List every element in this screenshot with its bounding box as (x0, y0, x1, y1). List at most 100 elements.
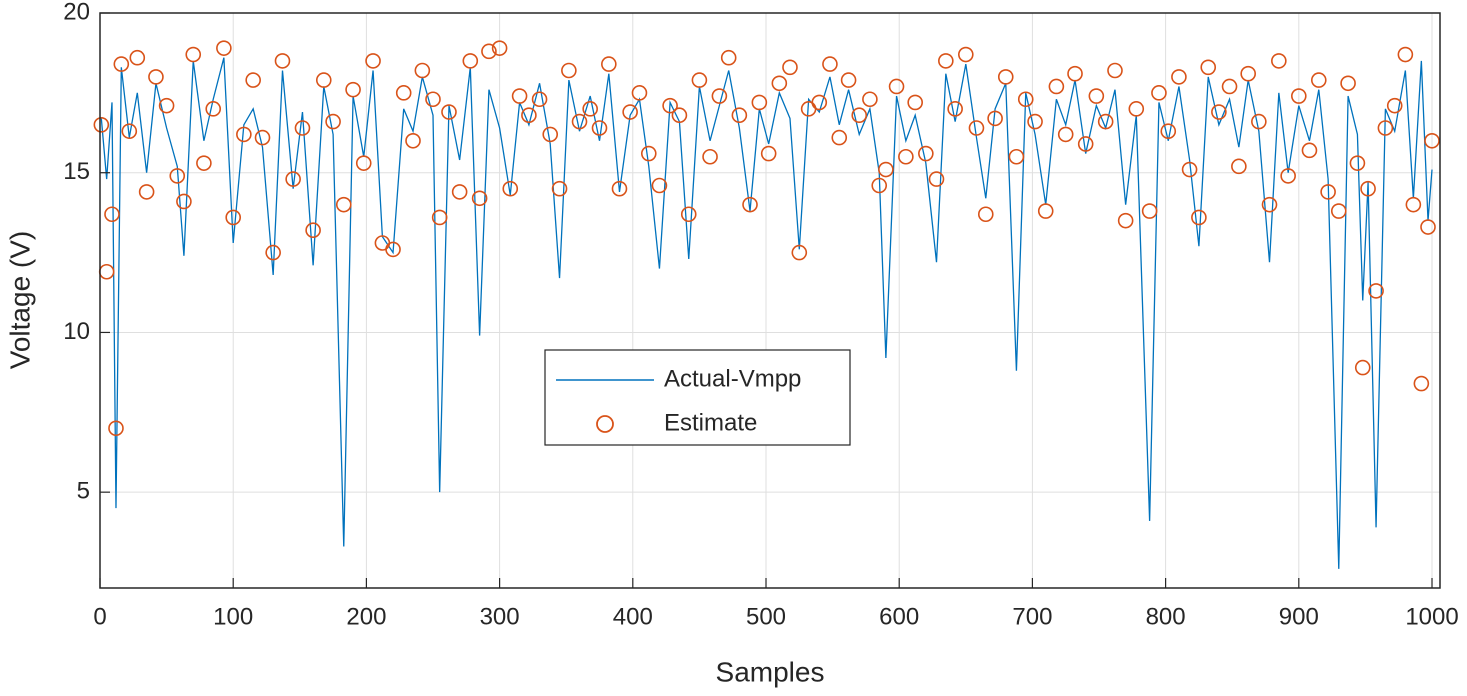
data-marker (731, 107, 748, 124)
data-marker (751, 94, 768, 111)
data-marker (1128, 101, 1145, 117)
data-marker (1088, 88, 1105, 104)
data-marker (129, 49, 146, 66)
data-marker (1027, 113, 1043, 130)
data-marker (1368, 283, 1384, 299)
data-marker (1008, 148, 1025, 165)
data-marker (294, 120, 311, 136)
x-axis-label: Samples (716, 656, 825, 687)
x-tick-label: 0 (93, 603, 106, 630)
data-marker (365, 53, 381, 69)
data-marker (425, 91, 441, 108)
data-marker (1181, 161, 1198, 178)
data-marker (441, 104, 457, 120)
data-marker (104, 206, 120, 223)
data-marker (345, 81, 361, 98)
data-marker (511, 88, 528, 104)
x-tick-label: 300 (480, 603, 520, 630)
data-marker (1320, 184, 1336, 200)
data-marker (1211, 104, 1227, 120)
data-marker (108, 420, 124, 437)
data-marker (502, 180, 519, 197)
data-marker (385, 241, 401, 258)
data-marker (811, 94, 828, 111)
data-marker (1280, 168, 1296, 184)
data-marker (1261, 196, 1278, 213)
data-marker (1386, 97, 1403, 114)
data-marker (93, 117, 110, 133)
data-marker (1017, 91, 1034, 108)
data-marker (1200, 59, 1217, 76)
legend-label: Estimate (664, 409, 757, 436)
x-tick-label: 200 (346, 603, 386, 630)
data-marker (1349, 155, 1366, 171)
data-marker (720, 49, 737, 66)
data-marker (898, 148, 914, 165)
x-tick-label: 1000 (1405, 603, 1458, 630)
data-marker (878, 161, 894, 178)
y-axis-label: Voltage (V) (4, 231, 35, 370)
data-marker (1301, 142, 1318, 159)
x-tick-label: 500 (746, 603, 786, 630)
data-marker (236, 126, 252, 143)
data-marker (185, 46, 202, 63)
data-marker (1377, 120, 1394, 136)
x-tick-label: 900 (1279, 603, 1319, 630)
data-marker (651, 177, 668, 194)
axes-box (99, 12, 1441, 589)
data-marker (254, 129, 271, 146)
data-marker (285, 171, 301, 187)
data-marker (702, 148, 718, 165)
data-marker (1141, 203, 1158, 219)
data-marker (771, 75, 788, 92)
data-marker (711, 88, 728, 104)
data-marker (947, 101, 963, 117)
data-marker (1354, 359, 1371, 376)
data-marker (138, 184, 155, 200)
data-marker (395, 85, 412, 101)
data-marker (840, 72, 857, 88)
data-marker (1191, 209, 1207, 226)
data-marker (1048, 78, 1065, 95)
data-marker (977, 206, 994, 223)
data-marker (1340, 75, 1356, 92)
data-marker (918, 145, 934, 162)
data-marker (691, 72, 708, 88)
data-marker (471, 190, 488, 207)
data-marker (1271, 53, 1287, 69)
data-marker (907, 94, 923, 111)
data-marker (782, 59, 798, 76)
data-marker (822, 56, 838, 72)
data-marker (742, 196, 758, 213)
data-marker (831, 129, 848, 146)
legend-label: Actual-Vmpp (664, 365, 801, 392)
data-marker (591, 120, 608, 136)
data-marker (121, 123, 138, 139)
data-marker (1171, 69, 1187, 85)
data-marker (158, 97, 175, 114)
data-marker (1107, 62, 1123, 79)
data-marker (1360, 180, 1376, 197)
data-marker (1420, 219, 1436, 235)
data-marker (491, 40, 508, 56)
y-tick-label: 10 (63, 318, 90, 345)
x-tick-label: 700 (1012, 603, 1052, 630)
data-marker (245, 72, 261, 88)
data-marker (315, 72, 332, 88)
data-marker (1424, 132, 1440, 149)
data-marker (521, 107, 537, 124)
legend-swatch (596, 415, 614, 433)
data-marker (325, 113, 341, 130)
y-tick-label: 20 (63, 0, 90, 25)
data-marker (582, 101, 598, 117)
data-marker (216, 40, 232, 56)
data-marker (148, 69, 164, 85)
data-marker (662, 97, 678, 114)
data-marker (431, 209, 448, 226)
x-tick-label: 100 (213, 603, 253, 630)
data-marker (1310, 72, 1327, 88)
data-marker (1057, 126, 1074, 143)
data-marker (938, 53, 954, 69)
y-tick-label: 5 (77, 478, 90, 505)
